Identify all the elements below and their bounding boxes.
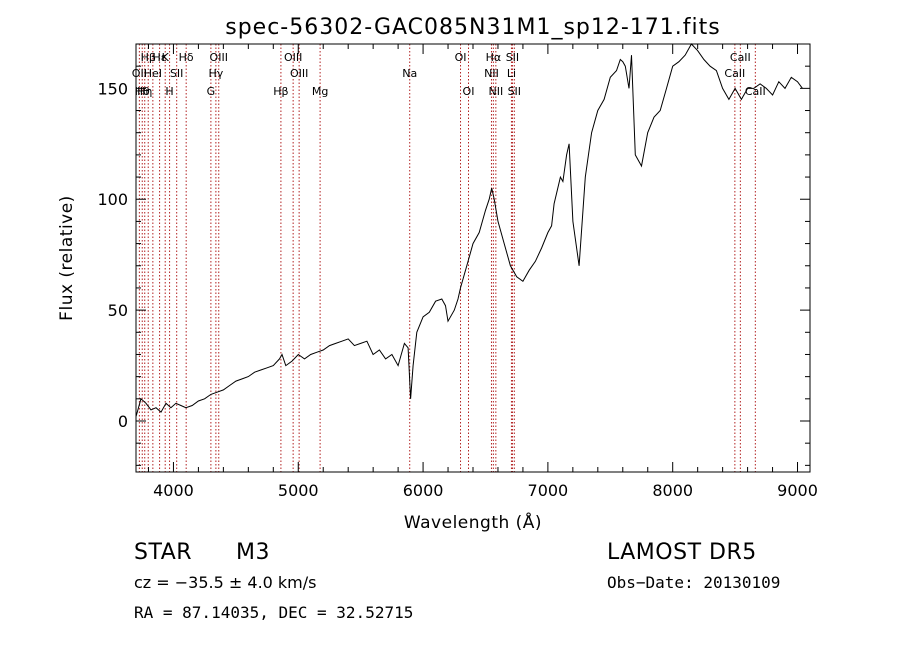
x-tick-label: 4000 [153, 481, 194, 500]
line-marker-label: OI [455, 51, 467, 64]
y-tick-label: 50 [108, 301, 128, 320]
line-marker-label: H [165, 85, 173, 98]
line-marker-label: NII [488, 85, 503, 98]
x-tick-label: 5000 [278, 481, 319, 500]
x-axis-ticks: 4000 5000 6000 7000 8000 9000 [147, 44, 818, 500]
redshift-velocity: cz = −35.5 ± 4.0 km/s [134, 573, 317, 592]
line-marker-label: G [207, 85, 216, 98]
line-marker-label: OIII [284, 51, 302, 64]
x-tick-label: 6000 [403, 481, 444, 500]
line-marker-label: Hγ [208, 67, 223, 80]
line-marker-label: HeI [144, 67, 162, 80]
x-tick-label: 9000 [777, 481, 818, 500]
line-marker-label: Hβ [273, 85, 288, 98]
line-marker-label: OIII [210, 51, 228, 64]
x-tick-label: 8000 [652, 481, 693, 500]
line-marker-label: K [162, 51, 170, 64]
line-marker-label: NII [484, 67, 499, 80]
line-marker-label: Li [507, 67, 516, 80]
line-marker-label: CaII [724, 67, 745, 80]
spectrum-line [135, 43, 803, 417]
line-marker-label: Mg [312, 85, 328, 98]
object-class: STAR [134, 540, 193, 565]
line-marker-label: Hδ [179, 51, 194, 64]
line-marker-label: OIII [290, 67, 308, 80]
observation-date: Obs−Date: 20130109 [607, 573, 781, 592]
survey-name: LAMOST DR5 [607, 540, 757, 565]
y-tick-label: 150 [97, 79, 128, 98]
plot-frame [135, 43, 811, 473]
line-marker-label: OI [463, 85, 475, 98]
y-axis-ticks: 0 50 100 150 [97, 65, 810, 466]
y-tick-label: 0 [118, 412, 128, 431]
line-marker-label: Na [402, 67, 417, 80]
y-axis-label: Flux (relative) [57, 195, 77, 321]
line-marker-label: Hα [486, 51, 502, 64]
chart-title: spec-56302-GAC085N31M1_sp12-171.fits [225, 15, 721, 40]
line-marker-label: Hβ [141, 51, 156, 64]
line-marker-label: SII [508, 85, 521, 98]
line-marker-label: SII [170, 67, 183, 80]
y-tick-label: 100 [97, 190, 128, 209]
line-marker-label: Hη [137, 85, 152, 98]
coordinates: RA = 87.14035, DEC = 32.52715 [134, 603, 414, 622]
line-marker-label: SII [506, 51, 519, 64]
x-axis-label: Wavelength (Å) [404, 511, 542, 533]
object-subclass: M3 [236, 540, 270, 565]
line-marker-label: CaII [730, 51, 751, 64]
line-markers [138, 44, 756, 472]
line-marker-label: Hε [152, 51, 166, 64]
x-tick-label: 7000 [528, 481, 569, 500]
